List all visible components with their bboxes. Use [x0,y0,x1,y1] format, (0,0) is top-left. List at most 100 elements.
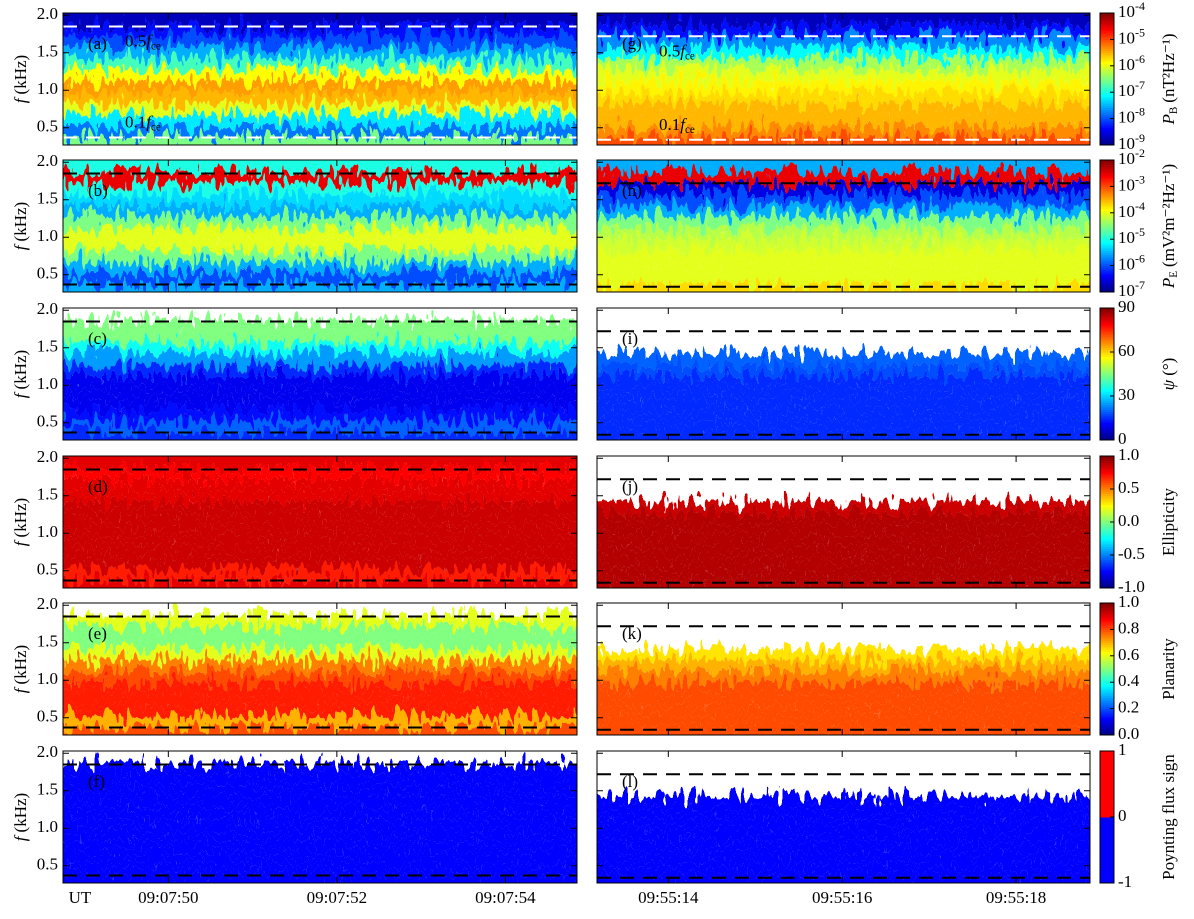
colorbar-swatch [1100,511,1114,514]
colorbar-swatch [1100,724,1114,727]
colorbar-swatch [1100,603,1114,606]
colorbar-tick-text: 1 [1118,740,1127,759]
spectrogram-band [63,432,577,440]
colorbar-tick-text: 10 [1118,149,1135,168]
colorbar-swatch [1100,354,1114,357]
spectrogram-band [597,114,1090,126]
spectrogram-band [63,58,577,70]
colorbar-swatch [1100,19,1114,23]
spectrogram-band [597,250,1090,262]
label-unit: (kHz) [11,55,30,95]
spectrogram-band [63,682,577,694]
spectrogram-band [597,35,1090,48]
colorbar-swatch [1100,177,1114,181]
spectrogram-band [63,35,577,48]
spectrogram-band [597,137,1090,145]
colorbar-swatch [1100,256,1114,260]
colorbar-swatch [1100,555,1114,558]
colorbar-swatch [1100,513,1114,516]
colorbar-swatch [1100,243,1114,247]
colorbar-swatch [1100,109,1114,113]
x-tick-label: 09:55:18 [986,888,1046,907]
colorbar-swatch [1100,633,1114,637]
colorbar-swatch [1100,68,1114,71]
y-axis-label: f(kHz) [11,793,30,841]
colorbar-tick-text: 10 [1118,81,1135,100]
panel-frame [62,159,578,293]
colorbar-swatch [1100,79,1114,82]
colorbar-swatch [1100,506,1114,510]
spectrogram-band [63,648,577,660]
colorbar-swatch [1100,204,1114,207]
colorbar-tick-exponent: -2 [1135,146,1145,160]
spectrogram-band [597,375,1090,388]
spectrogram-band [597,24,1090,36]
colorbar-swatch [1100,37,1114,40]
colorbar-swatch [1100,396,1114,399]
colorbar-swatch [1100,726,1114,729]
colorbar-swatch [1100,387,1114,390]
colorbar-swatch [1100,539,1114,543]
label-symbol: f [680,41,687,60]
panel-label: (f) [88,772,105,791]
x-axis-label: UT [69,888,92,907]
colorbar-tick-text: 10 [1118,228,1135,247]
colorbar-swatch [1100,484,1114,488]
colorbar-tick-text: 0.5 [1118,478,1139,497]
colorbar-swatch [1100,708,1114,712]
colorbar-swatch [1100,537,1114,541]
label-unit: (nT²Hz⁻¹) [1159,34,1178,103]
colorbar-swatch [1100,123,1114,126]
y-axis-label-group: f(kHz) [11,498,30,546]
panel-frame [62,455,578,589]
spectrogram-band [63,239,577,251]
colorbar-swatch [1100,437,1114,441]
colorbar-tick-text: -1.0 [1118,577,1145,596]
colorbar-swatch [1100,422,1114,426]
colorbar-tick-text: 0.2 [1118,698,1139,717]
colorbar-tick-text: -1 [1118,872,1132,891]
colorbar-swatch [1100,241,1114,245]
y-tick-label: 0.5 [37,560,58,579]
colorbar-swatch [1100,393,1114,397]
colorbar-swatch [1100,188,1114,192]
colorbar-swatch [1100,530,1114,534]
colorbar-swatch [1100,308,1114,311]
spectrogram-band [597,796,1090,808]
colorbar-swatch [1100,261,1114,264]
spectrogram-band [597,387,1090,399]
panel [63,456,577,588]
colorbar-swatch [1100,649,1114,652]
colorbar-swatch [1100,424,1114,428]
colorbar-swatch [1100,237,1114,240]
colorbar-swatch [1100,581,1114,585]
spectrogram-band [597,659,1090,671]
colorbar-swatch [1100,409,1114,412]
colorbar-tick-label: 10-7 [1118,278,1145,300]
colorbar-tick-text: 10 [1118,281,1135,300]
label-symbol: f [146,31,153,50]
colorbar-swatch [1100,675,1114,679]
colorbar-swatch [1100,186,1114,190]
y-axis-label-group: f(kHz) [11,793,30,841]
colorbar-tick-text: 10 [1118,175,1135,194]
spectrogram-band [597,546,1090,558]
colorbar-tick-label: 0.4 [1118,671,1140,690]
y-tick-label: 1.0 [37,817,58,836]
colorbar-tick-label: 10-6 [1118,52,1145,74]
colorbar-tick-exponent: -8 [1135,104,1145,118]
spectrogram-band [597,648,1090,660]
colorbar-swatch [1100,688,1114,692]
colorbar-swatch [1100,28,1114,32]
colorbar-swatch [1100,433,1114,437]
spectrogram-band [597,727,1090,735]
panel-label: (e) [88,624,107,643]
spectrogram-band [63,319,577,331]
colorbar-swatch [1100,817,1114,884]
colorbar-swatch [1100,24,1114,27]
spectrogram-band [597,261,1090,273]
colorbar-swatch [1100,456,1114,459]
colorbar-tick-text: -0.5 [1118,544,1145,563]
colorbar-swatch [1100,614,1114,617]
